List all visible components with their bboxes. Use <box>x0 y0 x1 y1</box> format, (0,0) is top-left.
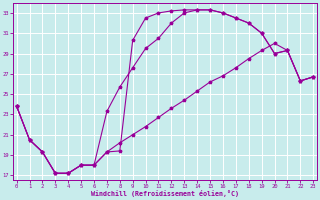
X-axis label: Windchill (Refroidissement éolien,°C): Windchill (Refroidissement éolien,°C) <box>91 190 239 197</box>
